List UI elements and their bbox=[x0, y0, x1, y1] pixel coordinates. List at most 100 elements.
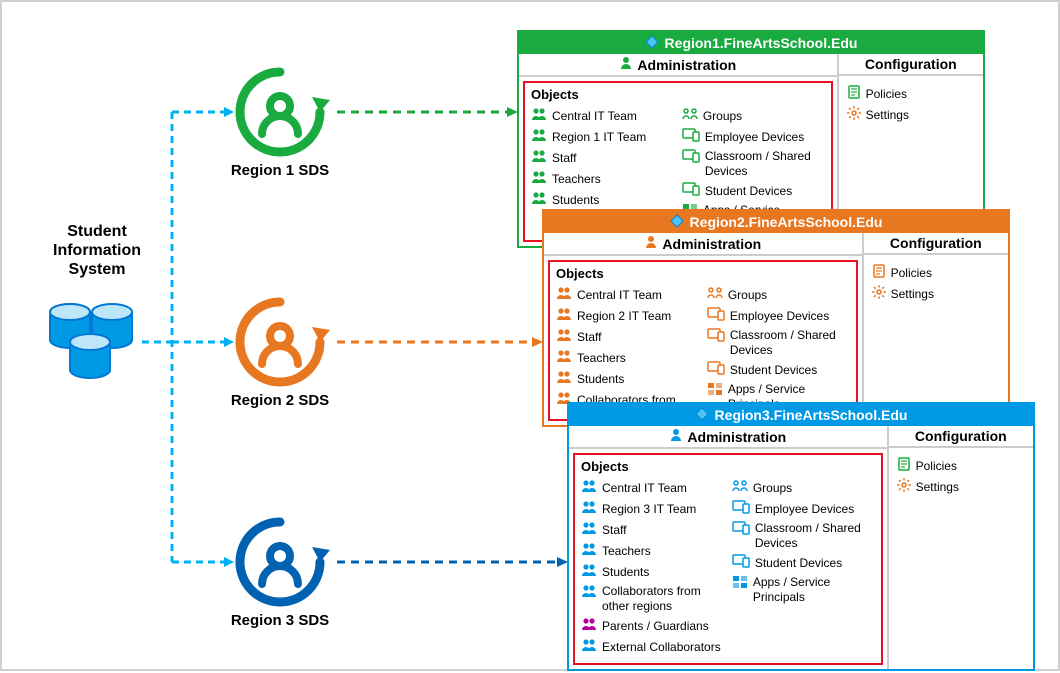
object-label: Region 3 IT Team bbox=[602, 502, 696, 517]
sds-label-2: Region 2 SDS bbox=[220, 392, 340, 409]
device-icon bbox=[707, 361, 725, 379]
region-title: Region3.FineArtsSchool.Edu bbox=[715, 407, 908, 423]
object-label: Parents / Guardians bbox=[602, 619, 709, 634]
object-item: Central IT Team bbox=[556, 286, 699, 304]
apps-icon bbox=[707, 382, 723, 400]
object-item: Staff bbox=[531, 149, 674, 167]
config-header: Configuration bbox=[889, 426, 1033, 448]
device-icon bbox=[682, 182, 700, 200]
object-item: Groups bbox=[707, 286, 850, 304]
config-item: Settings bbox=[847, 106, 975, 124]
object-item: Student Devices bbox=[682, 182, 825, 200]
object-item: Employee Devices bbox=[732, 500, 875, 518]
gear-icon bbox=[897, 478, 911, 496]
group-icon bbox=[707, 286, 723, 304]
group-icon bbox=[682, 107, 698, 125]
region-titlebar: Region2.FineArtsSchool.Edu bbox=[544, 211, 1008, 233]
object-item: Staff bbox=[581, 521, 724, 539]
object-label: Collaborators from other regions bbox=[602, 584, 724, 614]
policy-icon bbox=[897, 457, 911, 475]
people-icon bbox=[531, 191, 547, 209]
object-label: Students bbox=[602, 565, 649, 580]
object-item: Classroom / Shared Devices bbox=[707, 328, 850, 358]
apps-icon bbox=[732, 575, 748, 593]
people-icon bbox=[581, 479, 597, 497]
object-item: Classroom / Shared Devices bbox=[682, 149, 825, 179]
object-label: Teachers bbox=[577, 351, 626, 366]
group-icon bbox=[732, 479, 748, 497]
gear-icon bbox=[847, 106, 861, 124]
config-header: Configuration bbox=[864, 233, 1008, 255]
objects-title: Objects bbox=[581, 459, 875, 474]
object-label: Students bbox=[577, 372, 624, 387]
object-item: Region 2 IT Team bbox=[556, 307, 699, 325]
config-label: Policies bbox=[891, 266, 932, 281]
object-item: Employee Devices bbox=[707, 307, 850, 325]
object-label: Student Devices bbox=[730, 363, 817, 378]
object-label: Employee Devices bbox=[705, 130, 804, 145]
config-label: Settings bbox=[891, 287, 934, 302]
object-item: Students bbox=[581, 563, 724, 581]
object-item: Teachers bbox=[556, 349, 699, 367]
object-label: Central IT Team bbox=[577, 288, 662, 303]
device-icon bbox=[732, 554, 750, 572]
people-icon bbox=[581, 584, 597, 602]
object-label: Classroom / Shared Devices bbox=[705, 149, 825, 179]
region-titlebar: Region1.FineArtsSchool.Edu bbox=[519, 32, 983, 54]
object-item: External Collaborators bbox=[581, 638, 724, 656]
region-titlebar: Region3.FineArtsSchool.Edu bbox=[569, 404, 1033, 426]
people-icon bbox=[531, 128, 547, 146]
gear-icon bbox=[872, 285, 886, 303]
admin-header: Administration bbox=[569, 426, 887, 449]
device-icon bbox=[682, 128, 700, 146]
object-item: Student Devices bbox=[707, 361, 850, 379]
device-icon bbox=[707, 328, 725, 346]
sds-label-3: Region 3 SDS bbox=[220, 612, 340, 629]
object-item: Apps / Service Principals bbox=[732, 575, 875, 605]
object-label: Teachers bbox=[552, 172, 601, 187]
sds-label-1: Region 1 SDS bbox=[220, 162, 340, 179]
object-label: Groups bbox=[703, 109, 742, 124]
people-icon bbox=[556, 328, 572, 346]
people-icon bbox=[531, 170, 547, 188]
config-item: Policies bbox=[897, 457, 1025, 475]
object-item: Staff bbox=[556, 328, 699, 346]
object-item: Teachers bbox=[531, 170, 674, 188]
config-label: Policies bbox=[916, 459, 957, 474]
object-label: Region 1 IT Team bbox=[552, 130, 646, 145]
object-label: Region 2 IT Team bbox=[577, 309, 671, 324]
admin-icon bbox=[669, 428, 683, 445]
object-item: Collaborators from other regions bbox=[581, 584, 724, 614]
object-label: Groups bbox=[753, 481, 792, 496]
people-icon bbox=[556, 286, 572, 304]
config-label: Settings bbox=[866, 108, 909, 123]
people-icon bbox=[581, 638, 597, 656]
device-icon bbox=[732, 521, 750, 539]
object-label: External Collaborators bbox=[602, 640, 721, 655]
device-icon bbox=[707, 307, 725, 325]
object-item: Central IT Team bbox=[531, 107, 674, 125]
diagram-canvas: StudentInformationSystem Region 1 SDS Re… bbox=[0, 0, 1060, 671]
objects-title: Objects bbox=[556, 266, 850, 281]
object-label: Central IT Team bbox=[552, 109, 637, 124]
region-title: Region1.FineArtsSchool.Edu bbox=[665, 35, 858, 51]
object-item: Employee Devices bbox=[682, 128, 825, 146]
objects-box: ObjectsCentral IT TeamRegion 3 IT TeamSt… bbox=[573, 453, 883, 665]
object-label: Student Devices bbox=[755, 556, 842, 571]
admin-header: Administration bbox=[519, 54, 837, 77]
object-label: Classroom / Shared Devices bbox=[730, 328, 850, 358]
device-icon bbox=[682, 149, 700, 167]
admin-icon bbox=[619, 56, 633, 73]
people-icon bbox=[531, 149, 547, 167]
config-item: Settings bbox=[897, 478, 1025, 496]
tenant-icon bbox=[695, 407, 709, 424]
object-item: Region 1 IT Team bbox=[531, 128, 674, 146]
object-label: Apps / Service Principals bbox=[753, 575, 875, 605]
people-icon bbox=[556, 349, 572, 367]
object-label: Employee Devices bbox=[755, 502, 854, 517]
object-label: Student Devices bbox=[705, 184, 792, 199]
people-icon bbox=[581, 542, 597, 560]
object-label: Teachers bbox=[602, 544, 651, 559]
people-icon bbox=[581, 521, 597, 539]
object-item: Classroom / Shared Devices bbox=[732, 521, 875, 551]
